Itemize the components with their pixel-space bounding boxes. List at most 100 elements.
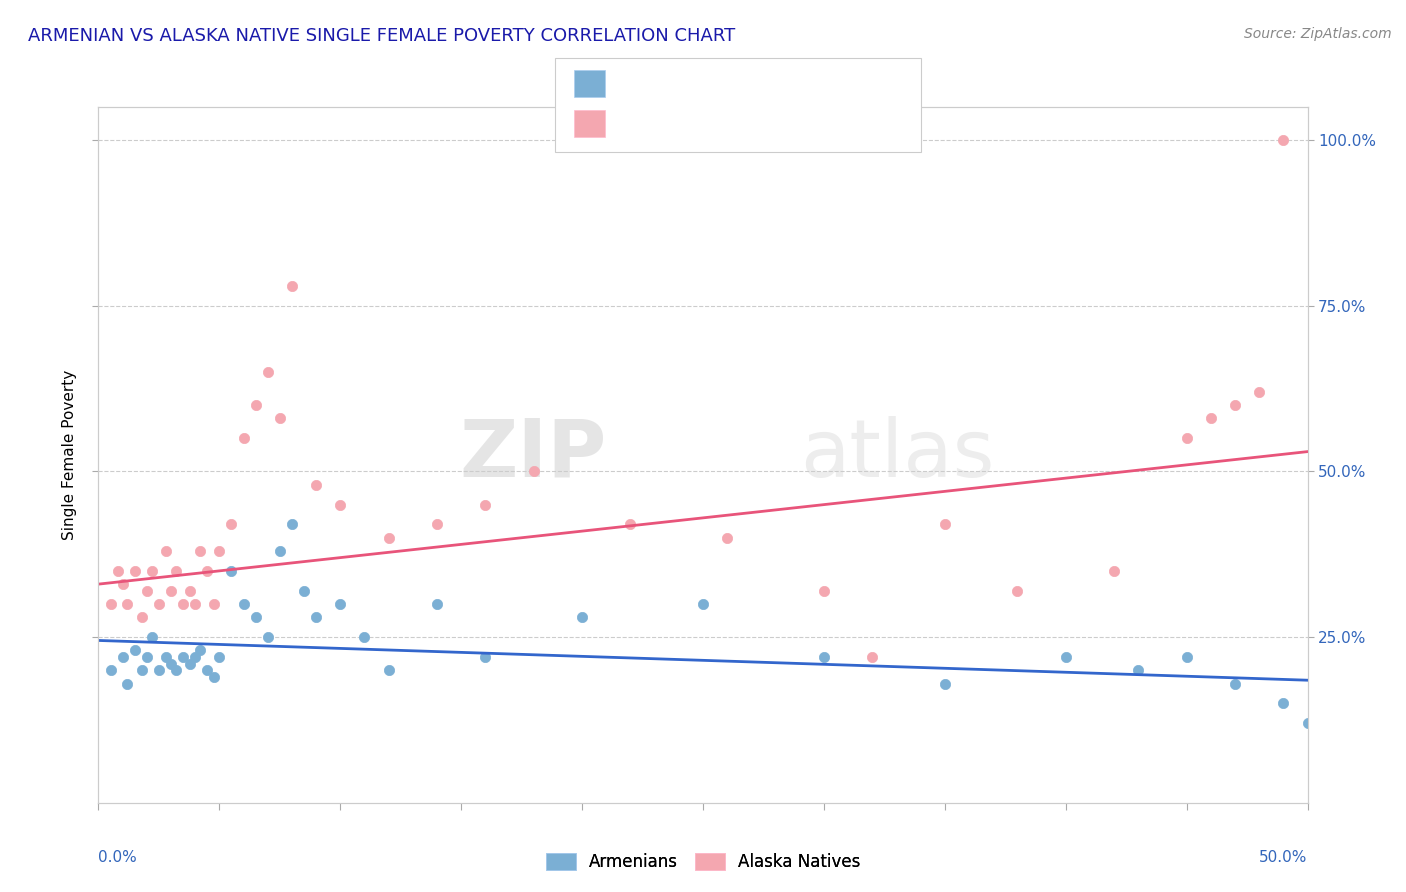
Text: N =: N = [752, 75, 783, 93]
Text: ARMENIAN VS ALASKA NATIVE SINGLE FEMALE POVERTY CORRELATION CHART: ARMENIAN VS ALASKA NATIVE SINGLE FEMALE … [28, 27, 735, 45]
Point [1223, 398, 1246, 412]
Text: 0.259: 0.259 [664, 114, 727, 132]
Point [269, 411, 291, 425]
Y-axis label: Single Female Poverty: Single Female Poverty [62, 370, 77, 540]
Point [155, 650, 177, 665]
Point [692, 597, 714, 611]
Point [148, 663, 170, 677]
Point [245, 610, 267, 624]
Point [934, 517, 956, 532]
Point [269, 544, 291, 558]
Point [474, 650, 496, 665]
Text: Source: ZipAtlas.com: Source: ZipAtlas.com [1244, 27, 1392, 41]
Point [160, 657, 183, 671]
Point [1128, 663, 1150, 677]
Point [204, 597, 226, 611]
Point [329, 597, 352, 611]
Point [111, 577, 134, 591]
Point [1007, 583, 1029, 598]
Point [141, 630, 163, 644]
Point [860, 650, 883, 665]
Point [1249, 384, 1271, 399]
Point [256, 630, 278, 644]
Text: ZIP: ZIP [458, 416, 606, 494]
Text: atlas: atlas [800, 416, 994, 494]
Point [1199, 411, 1222, 425]
Point [179, 583, 201, 598]
Point [221, 564, 243, 578]
Point [1175, 650, 1198, 665]
Point [377, 531, 399, 545]
Point [1054, 650, 1077, 665]
Point [135, 583, 157, 598]
Point [1223, 676, 1246, 690]
Point [172, 650, 194, 665]
Point [100, 597, 122, 611]
Point [124, 564, 146, 578]
Point [377, 663, 399, 677]
Point [184, 597, 207, 611]
Point [221, 517, 243, 532]
Point [165, 663, 187, 677]
Point [117, 597, 139, 611]
Text: 41: 41 [799, 75, 824, 93]
Point [1296, 716, 1319, 731]
Point [813, 583, 835, 598]
Point [117, 676, 139, 690]
Point [165, 564, 187, 578]
Point [426, 597, 449, 611]
Point [305, 477, 328, 491]
Point [179, 657, 201, 671]
Point [148, 597, 170, 611]
Point [256, 365, 278, 379]
Point [1272, 133, 1295, 147]
Point [188, 544, 211, 558]
Point [131, 610, 153, 624]
Point [523, 465, 546, 479]
Point [135, 650, 157, 665]
Point [172, 597, 194, 611]
Point [813, 650, 835, 665]
Text: 50.0%: 50.0% [1260, 850, 1308, 865]
Point [292, 583, 315, 598]
Point [188, 643, 211, 657]
Point [571, 610, 593, 624]
Point [141, 564, 163, 578]
Legend: Armenians, Alaska Natives: Armenians, Alaska Natives [538, 847, 868, 878]
Point [934, 676, 956, 690]
Point [1102, 564, 1125, 578]
Text: 43: 43 [799, 114, 824, 132]
Point [204, 670, 226, 684]
Point [208, 544, 231, 558]
Point [1272, 697, 1295, 711]
Point [208, 650, 231, 665]
Point [111, 650, 134, 665]
Point [1175, 431, 1198, 445]
Point [100, 663, 122, 677]
Point [281, 279, 304, 293]
Point [155, 544, 177, 558]
Point [329, 498, 352, 512]
Point [245, 398, 267, 412]
Point [195, 663, 218, 677]
Text: R =: R = [613, 114, 644, 132]
Point [124, 643, 146, 657]
Point [281, 517, 304, 532]
Point [131, 663, 153, 677]
Point [232, 431, 254, 445]
Point [184, 650, 207, 665]
Text: -0.087: -0.087 [664, 75, 728, 93]
Point [232, 597, 254, 611]
Point [160, 583, 183, 598]
Text: 0.0%: 0.0% [98, 850, 138, 865]
Point [426, 517, 449, 532]
Point [474, 498, 496, 512]
Point [195, 564, 218, 578]
Point [107, 564, 129, 578]
Text: R =: R = [613, 75, 644, 93]
Point [716, 531, 738, 545]
Point [305, 610, 328, 624]
Text: N =: N = [752, 114, 783, 132]
Point [619, 517, 641, 532]
Point [353, 630, 375, 644]
